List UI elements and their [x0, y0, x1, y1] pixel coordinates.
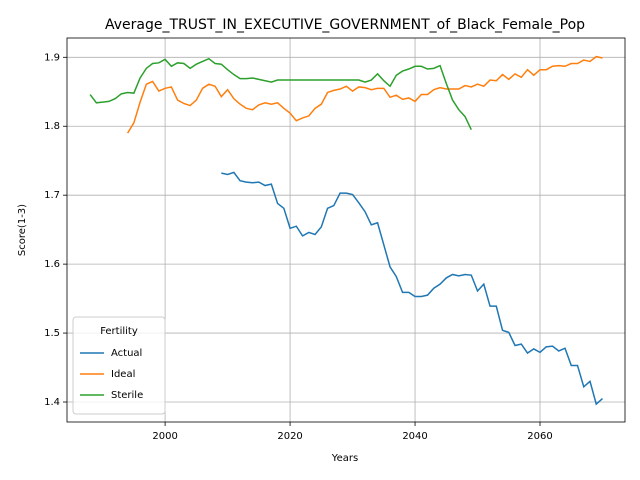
plot-frame	[66, 37, 626, 423]
y-axis-label: Score(1-3)	[17, 204, 28, 256]
y-tick-label: 1.9	[44, 52, 60, 63]
legend-label: Ideal	[111, 369, 135, 380]
line-series	[89, 57, 472, 131]
y-tick-label: 1.6	[44, 259, 60, 270]
line-series	[126, 55, 603, 134]
chart-title: Average_TRUST_IN_EXECUTIVE_GOVERNMENT_of…	[105, 17, 585, 33]
legend-box	[72, 316, 166, 415]
legend-label: Actual	[111, 348, 142, 359]
y-tick-label: 1.7	[44, 190, 60, 201]
x-tick-label: 2000	[152, 431, 177, 442]
legend-title: Fertility	[100, 326, 138, 337]
y-tick-label: 1.8	[44, 121, 60, 132]
legend-label: Sterile	[111, 390, 143, 401]
x-tick-label: 2020	[277, 431, 302, 442]
y-tick-label: 1.5	[44, 328, 60, 339]
x-tick-label: 2060	[527, 431, 552, 442]
y-tick-label: 1.4	[44, 397, 60, 408]
legend: Fertility Actual Ideal Sterile	[72, 316, 166, 415]
x-axis-label: Years	[331, 453, 358, 464]
line-series	[221, 171, 604, 406]
x-tick-label: 2040	[402, 431, 427, 442]
